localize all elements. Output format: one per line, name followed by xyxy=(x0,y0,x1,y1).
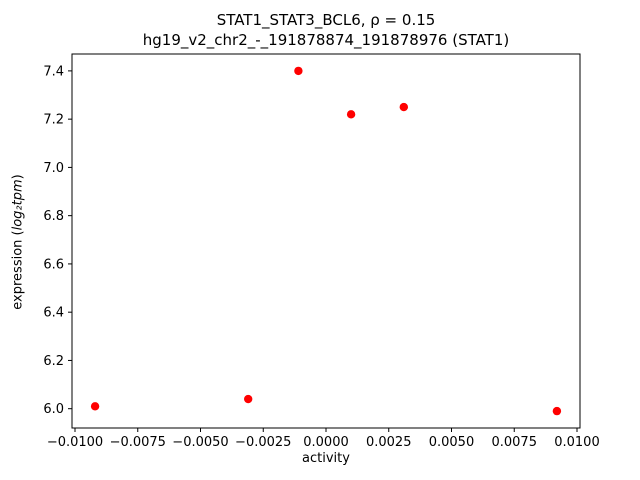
x-tick-label: 0.0000 xyxy=(303,435,349,450)
data-point xyxy=(346,110,356,119)
x-tick-label: −0.0050 xyxy=(172,435,228,450)
chart-subtitle: hg19_v2_chr2_-_191878874_191878976 (STAT… xyxy=(142,31,510,49)
data-point xyxy=(552,406,562,416)
y-axis-label-math: log₂tpm xyxy=(10,179,26,231)
y-axis-label-prefix: expression ( xyxy=(10,230,26,310)
y-tick-label: 7.0 xyxy=(43,161,64,176)
y-axis-label-suffix: ) xyxy=(10,174,26,180)
x-tick-label: −0.0075 xyxy=(110,435,166,450)
y-tick-label: 6.0 xyxy=(43,402,64,417)
x-tick-label: 0.0100 xyxy=(554,435,600,450)
data-point xyxy=(90,402,100,411)
y-tick-label: 7.2 xyxy=(43,113,64,128)
x-axis-label: activity xyxy=(302,451,350,466)
chart-title-block: STAT1_STAT3_BCL6, ρ = 0.15 hg19_v2_chr2_… xyxy=(72,10,580,50)
data-point xyxy=(243,394,253,404)
x-tick-label: −0.0025 xyxy=(235,435,291,450)
y-tick-label: 6.6 xyxy=(43,257,64,272)
y-tick-label: 7.4 xyxy=(43,64,64,79)
y-tick-label: 6.8 xyxy=(43,209,64,224)
x-tick-label: 0.0050 xyxy=(429,435,475,450)
chart-title: STAT1_STAT3_BCL6, ρ = 0.15 xyxy=(216,11,436,29)
x-tick-label: 0.0075 xyxy=(491,435,537,450)
data-point xyxy=(399,102,409,112)
data-point xyxy=(294,66,303,76)
axes-box xyxy=(71,53,581,429)
y-axis-label: expression (log₂tpm) xyxy=(11,174,26,309)
x-tick-label: 0.0025 xyxy=(366,435,412,450)
x-tick-label: −0.0100 xyxy=(47,435,103,450)
y-tick-label: 6.2 xyxy=(43,354,64,369)
y-tick-label: 6.4 xyxy=(43,306,64,321)
